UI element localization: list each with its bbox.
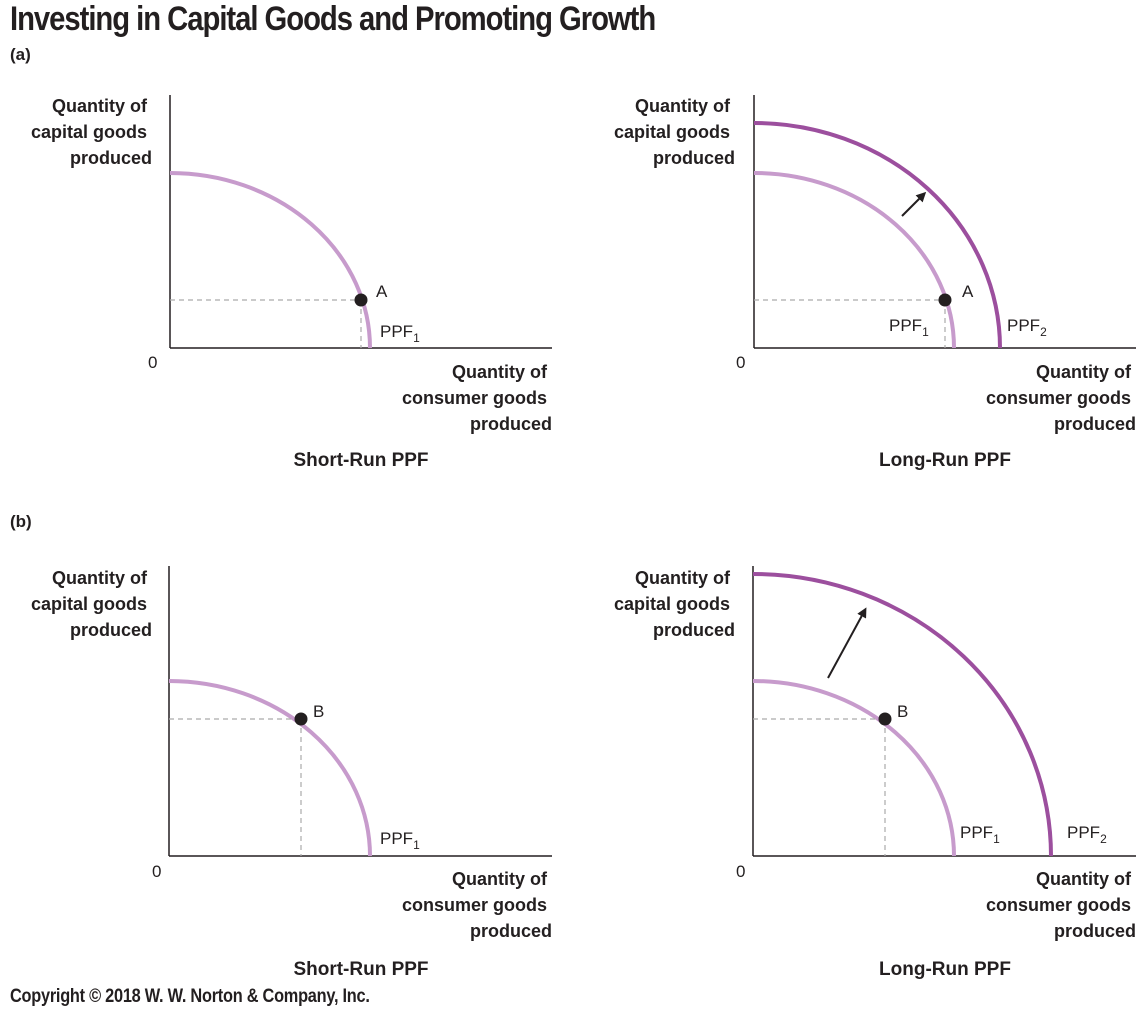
y-axis-label: Quantity of capital goods produced [31,568,152,640]
growth-arrow [901,191,927,217]
graph-a-short-run: Quantity of capital goods produced 0 A P… [31,95,552,471]
ppf1-label: PPF1 [380,829,420,852]
x-axis-label: Quantity of consumer goods produced [986,869,1136,941]
graph-b-long-run: Quantity of capital goods produced 0 B P… [614,566,1136,980]
origin-label: 0 [148,353,157,372]
graph-b-short-run: Quantity of capital goods produced 0 B P… [31,566,552,980]
ppf2-label: PPF2 [1067,823,1107,846]
ppf2-curve [753,121,1002,349]
point-b-label: B [313,702,324,721]
graph-caption: Short-Run PPF [293,959,428,980]
panel-b-label: (b) [10,512,32,531]
graph-a-long-run: Quantity of capital goods produced 0 A P… [614,95,1136,471]
point-b [294,712,308,726]
graph-caption: Short-Run PPF [293,450,428,471]
ppf1-label: PPF1 [960,823,1000,846]
origin-label: 0 [736,353,745,372]
figure-title: Investing in Capital Goods and Promoting… [10,0,656,38]
graph-caption: Long-Run PPF [879,450,1011,471]
point-a [938,293,952,307]
ppf1-label: PPF1 [889,316,929,339]
x-axis-label: Quantity of consumer goods produced [402,362,552,434]
point-a [354,293,368,307]
ppf1-curve [753,171,956,349]
origin-label: 0 [152,862,161,881]
ppf2-label: PPF2 [1007,316,1047,339]
point-b-label: B [897,702,908,721]
origin-label: 0 [736,862,745,881]
x-axis-label: Quantity of consumer goods produced [986,362,1136,434]
ppf1-label: PPF1 [380,322,420,345]
y-axis-label: Quantity of capital goods produced [31,96,152,168]
copyright-notice: Copyright © 2018 W. W. Norton & Company,… [10,986,370,1007]
ppf2-curve [752,572,1053,857]
growth-arrow [827,607,867,679]
ppf1-curve [169,171,372,349]
x-axis-label: Quantity of consumer goods produced [402,869,552,941]
ppf1-curve [752,679,956,857]
y-axis-label: Quantity of capital goods produced [614,96,735,168]
point-a-label: A [376,282,388,301]
panel-a-label: (a) [10,45,31,64]
y-axis-label: Quantity of capital goods produced [614,568,735,640]
point-b [878,712,892,726]
graph-caption: Long-Run PPF [879,959,1011,980]
point-a-label: A [962,282,974,301]
ppf1-curve [168,679,372,857]
